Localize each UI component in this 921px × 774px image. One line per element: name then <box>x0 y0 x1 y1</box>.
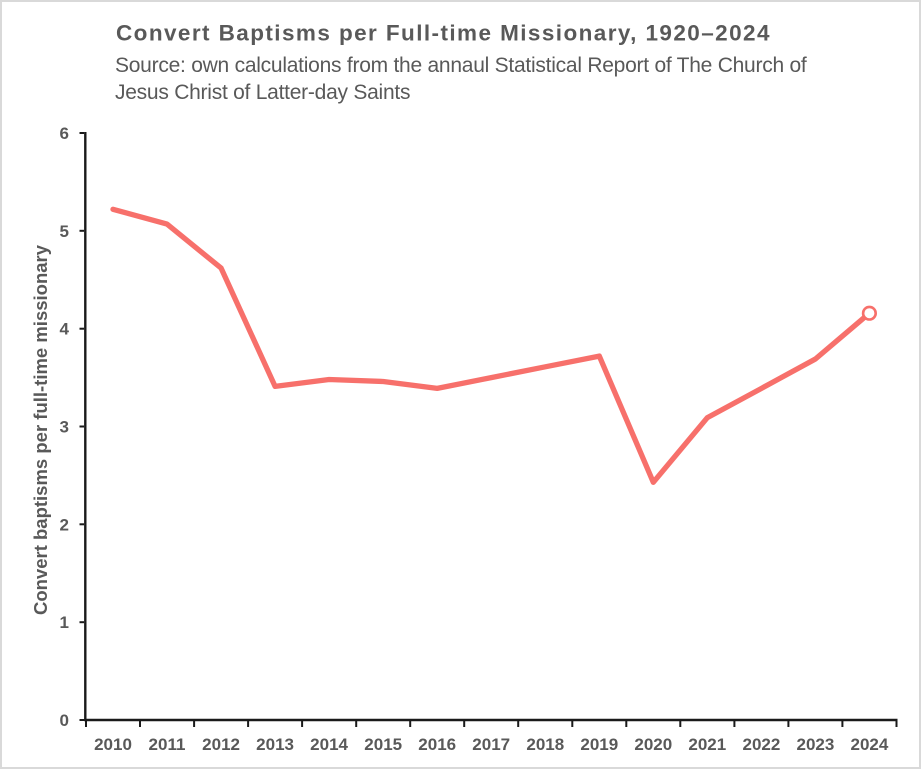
svg-text:4: 4 <box>60 320 70 339</box>
svg-text:0: 0 <box>60 711 69 730</box>
svg-text:1: 1 <box>60 613 69 632</box>
svg-text:2021: 2021 <box>688 735 726 754</box>
svg-text:2010: 2010 <box>94 735 132 754</box>
svg-text:2016: 2016 <box>418 735 456 754</box>
svg-text:3: 3 <box>60 418 69 437</box>
svg-text:Jesus Christ of Latter-day Sai: Jesus Christ of Latter-day Saints <box>115 81 410 104</box>
svg-text:2024: 2024 <box>850 735 888 754</box>
svg-text:2012: 2012 <box>202 735 240 754</box>
svg-text:Source: own calculations from: Source: own calculations from the annaul… <box>115 54 807 77</box>
svg-text:2018: 2018 <box>526 735 564 754</box>
svg-text:2022: 2022 <box>742 735 780 754</box>
svg-text:2011: 2011 <box>149 735 186 754</box>
svg-text:5: 5 <box>60 222 69 241</box>
svg-text:2020: 2020 <box>634 735 672 754</box>
svg-text:Convert Baptisms per Full-time: Convert Baptisms per Full-time Missionar… <box>116 21 771 46</box>
svg-text:Convert baptisms per full-time: Convert baptisms per full-time missionar… <box>30 244 51 615</box>
svg-text:2: 2 <box>60 515 69 534</box>
svg-text:2023: 2023 <box>796 735 834 754</box>
svg-text:2017: 2017 <box>472 735 510 754</box>
svg-text:2014: 2014 <box>310 735 348 754</box>
svg-text:6: 6 <box>60 124 69 143</box>
svg-text:2015: 2015 <box>364 735 402 754</box>
svg-text:2013: 2013 <box>256 735 294 754</box>
svg-text:2019: 2019 <box>580 735 618 754</box>
